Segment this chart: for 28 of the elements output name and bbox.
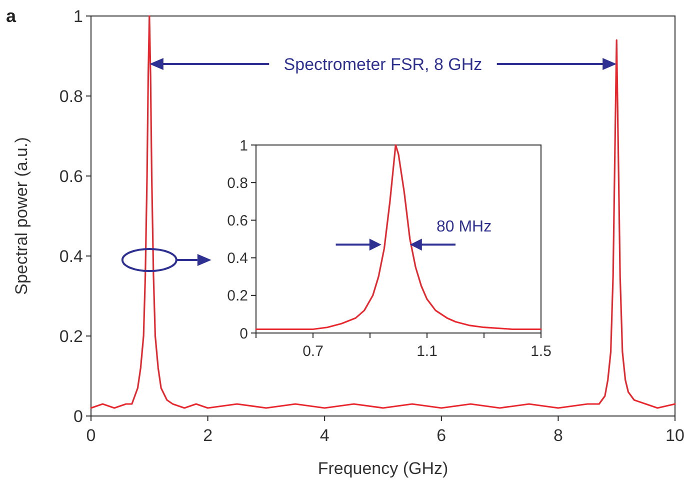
x-tick-label: 4 <box>320 426 330 445</box>
y-tick-label: 0.6 <box>227 212 248 230</box>
y-tick-label: 0 <box>74 406 83 426</box>
y-tick-label: 0.4 <box>59 246 83 266</box>
x-tick-label: 8 <box>553 426 563 445</box>
y-tick-label: 1 <box>74 6 83 26</box>
x-tick-label: 6 <box>436 426 446 445</box>
line-series <box>90 15 676 409</box>
line-series <box>255 144 542 330</box>
x-tick-label: 10 <box>666 426 684 445</box>
annotation: Spectrometer FSR, 8 GHz <box>284 54 482 74</box>
y-tick-label: 0.2 <box>227 288 248 305</box>
x-tick-label: 1.1 <box>416 343 438 360</box>
y-tick-label: 1 <box>240 137 248 154</box>
annotation: 80 MHz <box>436 218 492 236</box>
y-tick-label: 0.6 <box>59 166 83 186</box>
y-tick-label: 0.8 <box>227 174 248 192</box>
text: a <box>6 6 17 26</box>
y-tick-label: 0.4 <box>227 250 248 268</box>
x-tick-label: 0 <box>86 426 96 445</box>
y-tick-label: 0.8 <box>59 86 83 106</box>
x-tick-label: 1.5 <box>530 343 552 360</box>
x-tick-label: 0.7 <box>302 343 324 360</box>
y-tick-label: 0 <box>240 325 248 342</box>
x-axis-title: Frequency (GHz) <box>318 459 448 478</box>
x-tick-label: 2 <box>203 426 213 445</box>
y-tick-label: 0.2 <box>59 326 83 346</box>
y-axis-title: Spectral power (a.u.) <box>12 137 31 295</box>
